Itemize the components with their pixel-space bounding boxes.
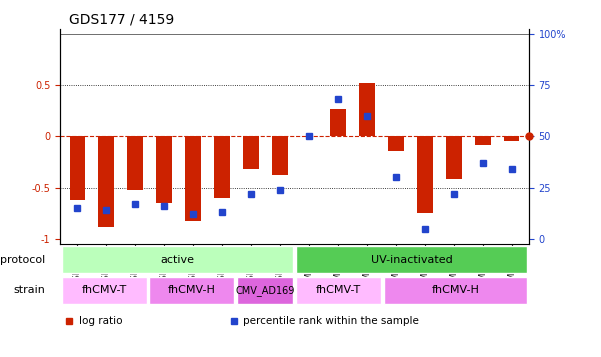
Bar <box>330 109 346 136</box>
Text: protocol: protocol <box>0 255 46 265</box>
Bar <box>504 136 519 141</box>
Bar <box>185 136 201 221</box>
FancyBboxPatch shape <box>61 277 147 304</box>
FancyBboxPatch shape <box>296 277 381 304</box>
Bar <box>416 136 433 213</box>
Text: percentile rank within the sample: percentile rank within the sample <box>243 316 419 326</box>
Bar <box>214 136 230 198</box>
FancyBboxPatch shape <box>384 277 528 304</box>
Bar <box>127 136 143 190</box>
Text: UV-inactivated: UV-inactivated <box>371 255 453 265</box>
FancyBboxPatch shape <box>150 277 234 304</box>
Bar <box>156 136 172 203</box>
Text: fhCMV-H: fhCMV-H <box>168 285 216 295</box>
Bar <box>475 136 490 145</box>
Bar <box>99 136 114 227</box>
Text: fhCMV-H: fhCMV-H <box>432 285 480 295</box>
Bar <box>70 136 85 200</box>
Bar <box>388 136 404 151</box>
Bar <box>446 136 462 180</box>
FancyBboxPatch shape <box>296 246 528 273</box>
Bar <box>272 136 288 175</box>
Text: log ratio: log ratio <box>79 316 123 326</box>
Text: active: active <box>160 255 194 265</box>
Text: fhCMV-T: fhCMV-T <box>81 285 127 295</box>
FancyBboxPatch shape <box>61 246 293 273</box>
Text: strain: strain <box>14 285 46 295</box>
FancyBboxPatch shape <box>237 277 293 304</box>
Text: GDS177 / 4159: GDS177 / 4159 <box>70 12 175 26</box>
Bar <box>243 136 259 169</box>
Text: fhCMV-T: fhCMV-T <box>316 285 361 295</box>
Text: CMV_AD169: CMV_AD169 <box>236 285 295 296</box>
Bar <box>359 83 375 136</box>
